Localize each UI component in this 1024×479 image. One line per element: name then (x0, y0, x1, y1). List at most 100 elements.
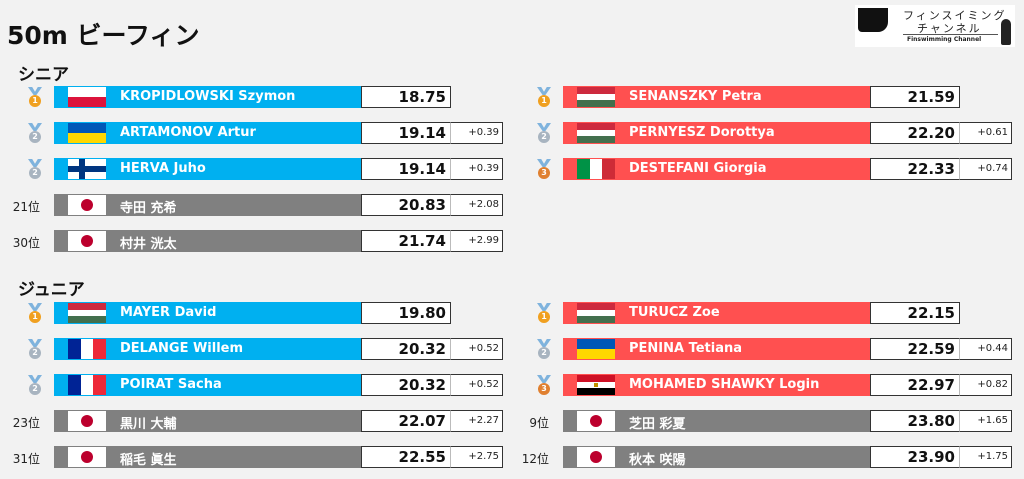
result-row: 1 MAYER David 19.80 (10, 302, 510, 324)
section-junior-label: ジュニア (18, 280, 85, 300)
monofin-icon (1001, 19, 1011, 45)
result-row: 1 TURUCZ Zoe 22.15 (519, 302, 1019, 324)
athlete-bar: POIRAT Sacha (54, 374, 361, 396)
flag-egypt-icon (577, 375, 615, 395)
result-row: 9位 芝田 彩夏 23.80 +1.65 (519, 410, 1019, 432)
flag-ukraine-icon (68, 123, 106, 143)
diff-value: +0.39 (450, 122, 503, 144)
medal-2-icon: 2 (535, 123, 553, 145)
rank-label: 12位 (521, 452, 549, 466)
flag-japan-icon (577, 447, 615, 467)
athlete-bar: MAYER David (54, 302, 361, 324)
medal-2-icon: 2 (535, 339, 553, 361)
rank-label: 21位 (12, 200, 40, 214)
flag-japan-icon (68, 411, 106, 431)
time-value: 19.80 (361, 302, 451, 324)
medal-2-icon: 2 (26, 123, 44, 145)
medal-1-icon: 1 (26, 303, 44, 325)
time-value: 20.83 (361, 194, 451, 216)
athlete-bar: 芝田 彩夏 (563, 410, 870, 432)
time-value: 19.14 (361, 122, 451, 144)
athlete-name: DESTEFANI Giorgia (629, 161, 767, 176)
fin-graphic-icon (858, 8, 888, 32)
diff-value: +2.99 (450, 230, 503, 252)
flag-hungary-icon (577, 123, 615, 143)
time-value: 22.20 (870, 122, 960, 144)
time-value: 20.32 (361, 338, 451, 360)
athlete-name: MOHAMED SHAWKY Login (629, 377, 820, 392)
athlete-bar: 村井 洸太 (54, 230, 361, 252)
logo-line2: チャンネル (917, 22, 982, 35)
athlete-name: POIRAT Sacha (120, 377, 222, 392)
medal-3-icon: 3 (535, 159, 553, 181)
time-value: 18.75 (361, 86, 451, 108)
rank-label: 30位 (12, 236, 40, 250)
athlete-name: PENINA Tetiana (629, 341, 743, 356)
athlete-name: DELANGE Willem (120, 341, 244, 356)
athlete-name: 寺田 充希 (120, 201, 177, 216)
result-row: 2 PENINA Tetiana 22.59 +0.44 (519, 338, 1019, 360)
medal-1-icon: 1 (535, 303, 553, 325)
result-row: 12位 秋本 咲陽 23.90 +1.75 (519, 446, 1019, 468)
rank-label: 31位 (12, 452, 40, 466)
flag-france-icon (68, 339, 106, 359)
medal-1-icon: 1 (535, 87, 553, 109)
athlete-name: TURUCZ Zoe (629, 305, 720, 320)
athlete-name: MAYER David (120, 305, 217, 320)
athlete-name: SENANSZKY Petra (629, 89, 762, 104)
result-row: 23位 黒川 大輔 22.07 +2.27 (10, 410, 510, 432)
rank-label: 9位 (529, 416, 549, 430)
athlete-bar: MOHAMED SHAWKY Login (563, 374, 870, 396)
time-value: 22.07 (361, 410, 451, 432)
time-value: 22.15 (870, 302, 960, 324)
medal-2-icon: 2 (26, 159, 44, 181)
flag-france-icon (68, 375, 106, 395)
diff-value: +1.75 (959, 446, 1012, 468)
diff-value: +2.27 (450, 410, 503, 432)
result-row: 21位 寺田 充希 20.83 +2.08 (10, 194, 510, 216)
medal-2-icon: 2 (26, 375, 44, 397)
flag-japan-icon (68, 195, 106, 215)
diff-value: +0.39 (450, 158, 503, 180)
time-value: 22.55 (361, 446, 451, 468)
flag-finland-icon (68, 159, 106, 179)
athlete-bar: SENANSZKY Petra (563, 86, 870, 108)
athlete-name: 芝田 彩夏 (629, 417, 686, 432)
athlete-bar: TURUCZ Zoe (563, 302, 870, 324)
result-row: 1 SENANSZKY Petra 21.59 (519, 86, 1019, 108)
athlete-bar: PENINA Tetiana (563, 338, 870, 360)
section-senior-label: シニア (18, 65, 69, 85)
athlete-bar: 黒川 大輔 (54, 410, 361, 432)
athlete-name: KROPIDLOWSKI Szymon (120, 89, 296, 104)
athlete-bar: PERNYESZ Dorottya (563, 122, 870, 144)
athlete-bar: HERVA Juho (54, 158, 361, 180)
result-row: 2 PERNYESZ Dorottya 22.20 +0.61 (519, 122, 1019, 144)
result-row: 2 DELANGE Willem 20.32 +0.52 (10, 338, 510, 360)
logo-line3: Finswimming Channel (907, 36, 982, 43)
finswimming-channel-logo: フィンスイミング チャンネル Finswimming Channel (855, 5, 1015, 47)
result-row: 1 KROPIDLOWSKI Szymon 18.75 (10, 86, 510, 108)
time-value: 22.33 (870, 158, 960, 180)
athlete-name: 秋本 咲陽 (629, 453, 686, 468)
diff-value: +2.08 (450, 194, 503, 216)
athlete-name: 稲毛 眞生 (120, 453, 177, 468)
athlete-name: HERVA Juho (120, 161, 206, 176)
time-value: 21.59 (870, 86, 960, 108)
time-value: 20.32 (361, 374, 451, 396)
athlete-name: 黒川 大輔 (120, 417, 177, 432)
athlete-bar: 秋本 咲陽 (563, 446, 870, 468)
diff-value: +0.52 (450, 338, 503, 360)
time-value: 19.14 (361, 158, 451, 180)
medal-1-icon: 1 (26, 87, 44, 109)
flag-hungary-icon (577, 87, 615, 107)
result-row: 2 ARTAMONOV Artur 19.14 +0.39 (10, 122, 510, 144)
time-value: 21.74 (361, 230, 451, 252)
time-value: 23.90 (870, 446, 960, 468)
time-value: 23.80 (870, 410, 960, 432)
athlete-bar: DELANGE Willem (54, 338, 361, 360)
time-value: 22.59 (870, 338, 960, 360)
time-value: 22.97 (870, 374, 960, 396)
flag-hungary-icon (577, 303, 615, 323)
result-row: 3 DESTEFANI Giorgia 22.33 +0.74 (519, 158, 1019, 180)
diff-value: +0.74 (959, 158, 1012, 180)
